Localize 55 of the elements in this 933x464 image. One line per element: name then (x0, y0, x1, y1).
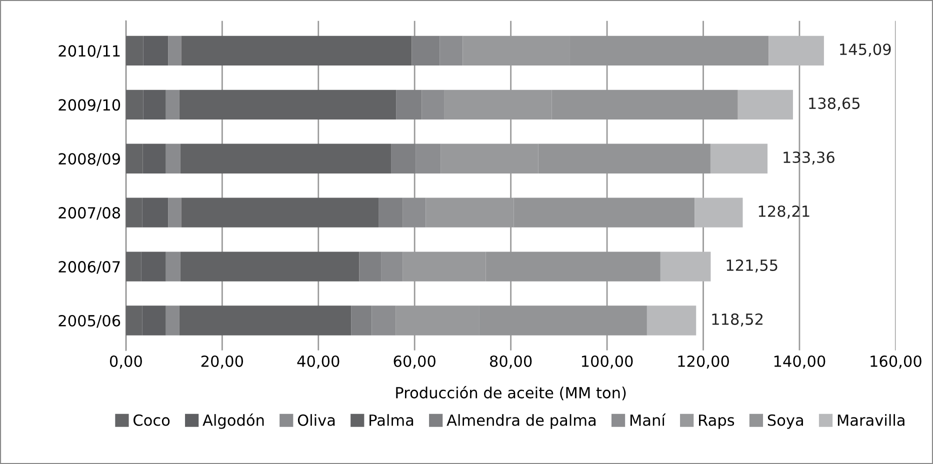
bar (412, 36, 440, 66)
bar (166, 252, 180, 282)
bar (179, 306, 352, 336)
bar (378, 198, 403, 228)
bar (166, 90, 180, 120)
x-tick-label: 60,00 (394, 355, 436, 369)
bar (351, 306, 372, 336)
bar (738, 90, 793, 120)
x-tick-label: 80,00 (490, 355, 532, 369)
legend-label: Palma (370, 414, 414, 426)
total-label: 138,65 (809, 98, 860, 111)
legend-label: Almendra de palma (446, 414, 596, 429)
bar (179, 90, 396, 120)
y-tick-label: 2007/08 (58, 207, 120, 220)
total-label: 128,21 (758, 205, 810, 219)
x-tick-label: 160,00 (870, 355, 922, 369)
bar (168, 198, 182, 228)
legend-label: Soya (768, 414, 803, 429)
y-tick-label: 2006/07 (58, 261, 120, 274)
total-label: 145,09 (840, 44, 891, 57)
x-tick-label: 0,00 (110, 355, 142, 369)
legend-label: Raps (699, 414, 734, 429)
x-tick-label: 140,00 (774, 355, 826, 369)
bar (660, 252, 711, 282)
bar (768, 36, 824, 66)
total-label: 118,52 (712, 313, 762, 326)
legend-label: Maravilla (838, 414, 904, 426)
bar (396, 90, 422, 120)
legend-label: Coco (134, 414, 170, 426)
bar (166, 306, 180, 336)
y-tick-label: 2005/06 (58, 314, 120, 328)
x-tick-label: 40,00 (297, 355, 340, 369)
legend-label: Maní (630, 413, 666, 426)
legend-label: Oliva (298, 414, 335, 426)
total-label: 121,55 (726, 259, 778, 273)
x-axis-title: Producción de aceite (MM ton) (396, 386, 626, 400)
total-label: 133,36 (784, 151, 834, 165)
bar (710, 144, 768, 174)
bar (180, 252, 360, 282)
bar (180, 144, 392, 174)
bar (181, 36, 412, 66)
y-tick-label: 2008/09 (58, 153, 120, 166)
bar (359, 252, 382, 282)
x-tick-label: 20,00 (201, 355, 244, 369)
bar (168, 36, 182, 66)
y-tick-label: 2010/11 (58, 45, 120, 58)
bar (391, 144, 416, 174)
y-tick-label: 2009/10 (58, 99, 120, 112)
x-tick-label: 120,00 (678, 355, 729, 369)
bar (694, 198, 743, 228)
x-tick-label: 100,00 (582, 355, 633, 369)
bar (181, 198, 379, 228)
bar (166, 144, 180, 174)
bar (646, 306, 696, 336)
legend-label: Algodón (202, 413, 264, 429)
